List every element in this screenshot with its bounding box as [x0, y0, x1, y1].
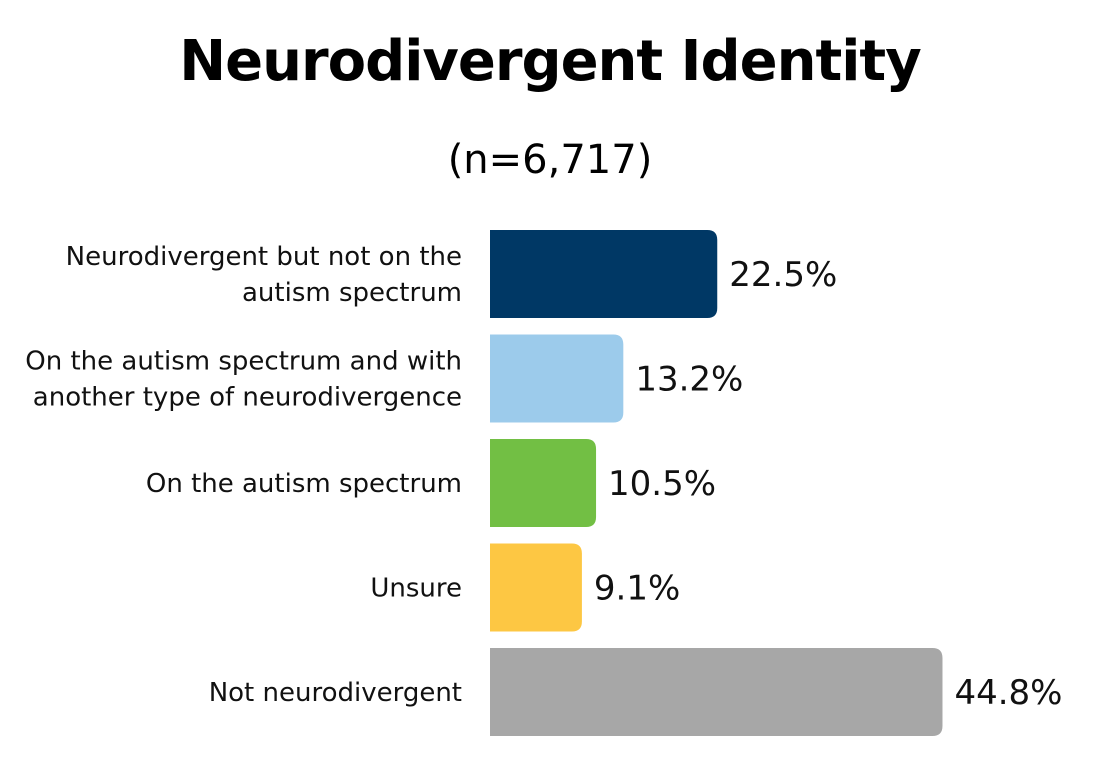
- labels-layer: 22.5% Neurodivergent but not on the autism…: [25, 242, 1062, 713]
- category-label-line: Not neurodivergent: [209, 678, 462, 708]
- category-label-1: Neurodivergent but not on the autism spec…: [66, 242, 462, 308]
- category-label-line: Neurodivergent but not on the: [66, 242, 462, 272]
- category-label-3: On the autism spectrum: [146, 469, 462, 499]
- category-label-line: On the autism spectrum and with: [25, 347, 462, 377]
- bar-4: [490, 543, 582, 632]
- bar-5: [490, 648, 943, 736]
- category-label-line: On the autism spectrum: [146, 469, 462, 499]
- category-label-2: On the autism spectrum and with another t…: [25, 347, 462, 413]
- category-label-line: another type of neurodivergence: [33, 383, 462, 413]
- value-label-4: 9.1%: [594, 569, 680, 609]
- value-label-5: 44.8%: [954, 673, 1062, 713]
- chart-subtitle: (n=6,717): [447, 137, 653, 183]
- bar-1: [490, 230, 718, 318]
- category-label-5: Not neurodivergent: [209, 678, 462, 708]
- category-label-line: autism spectrum: [242, 278, 462, 308]
- value-label-1: 22.5%: [729, 255, 837, 295]
- value-label-3: 10.5%: [608, 464, 716, 504]
- bar-3: [490, 439, 597, 527]
- bars-layer: [490, 230, 943, 736]
- bar-2: [490, 334, 624, 423]
- chart-title: Neurodivergent Identity: [179, 29, 921, 94]
- value-label-2: 13.2%: [635, 360, 743, 400]
- category-label-line: Unsure: [370, 574, 462, 604]
- category-label-4: Unsure: [370, 574, 462, 604]
